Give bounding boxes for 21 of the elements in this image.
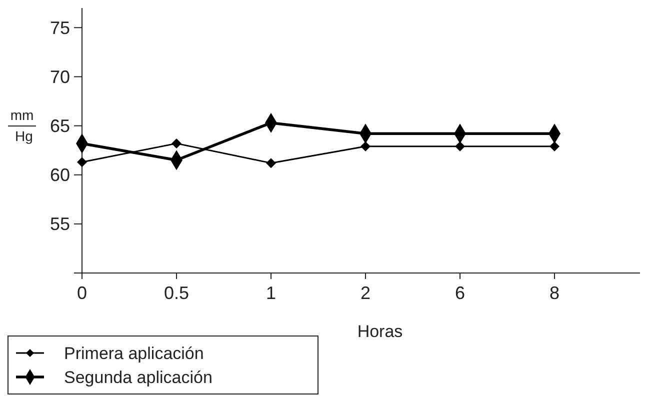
point xyxy=(172,138,182,148)
y-tick-label: 70 xyxy=(50,67,70,88)
y-axis-title: mm Hg xyxy=(10,107,34,144)
legend-label: Segunda aplicación xyxy=(64,368,212,387)
point xyxy=(550,141,560,152)
x-tick-label: 6 xyxy=(454,283,466,303)
y-tick-label: 75 xyxy=(50,18,70,38)
point xyxy=(455,141,465,152)
point xyxy=(266,158,276,168)
x-tick-label: 0.5 xyxy=(164,283,190,303)
x-tick-label: 8 xyxy=(549,283,560,303)
x-axis-title: Horas xyxy=(357,322,403,341)
point xyxy=(360,141,370,152)
point xyxy=(77,157,87,168)
x-tick-label: 1 xyxy=(266,283,276,303)
x-tick-label: 2 xyxy=(360,283,371,303)
legend-label: Primera aplicación xyxy=(64,344,204,363)
y-tick-label: 60 xyxy=(50,165,70,186)
x-tick-label: 0 xyxy=(76,283,88,303)
y-tick-label: 55 xyxy=(50,214,70,234)
y-tick-label: 65 xyxy=(50,116,70,136)
